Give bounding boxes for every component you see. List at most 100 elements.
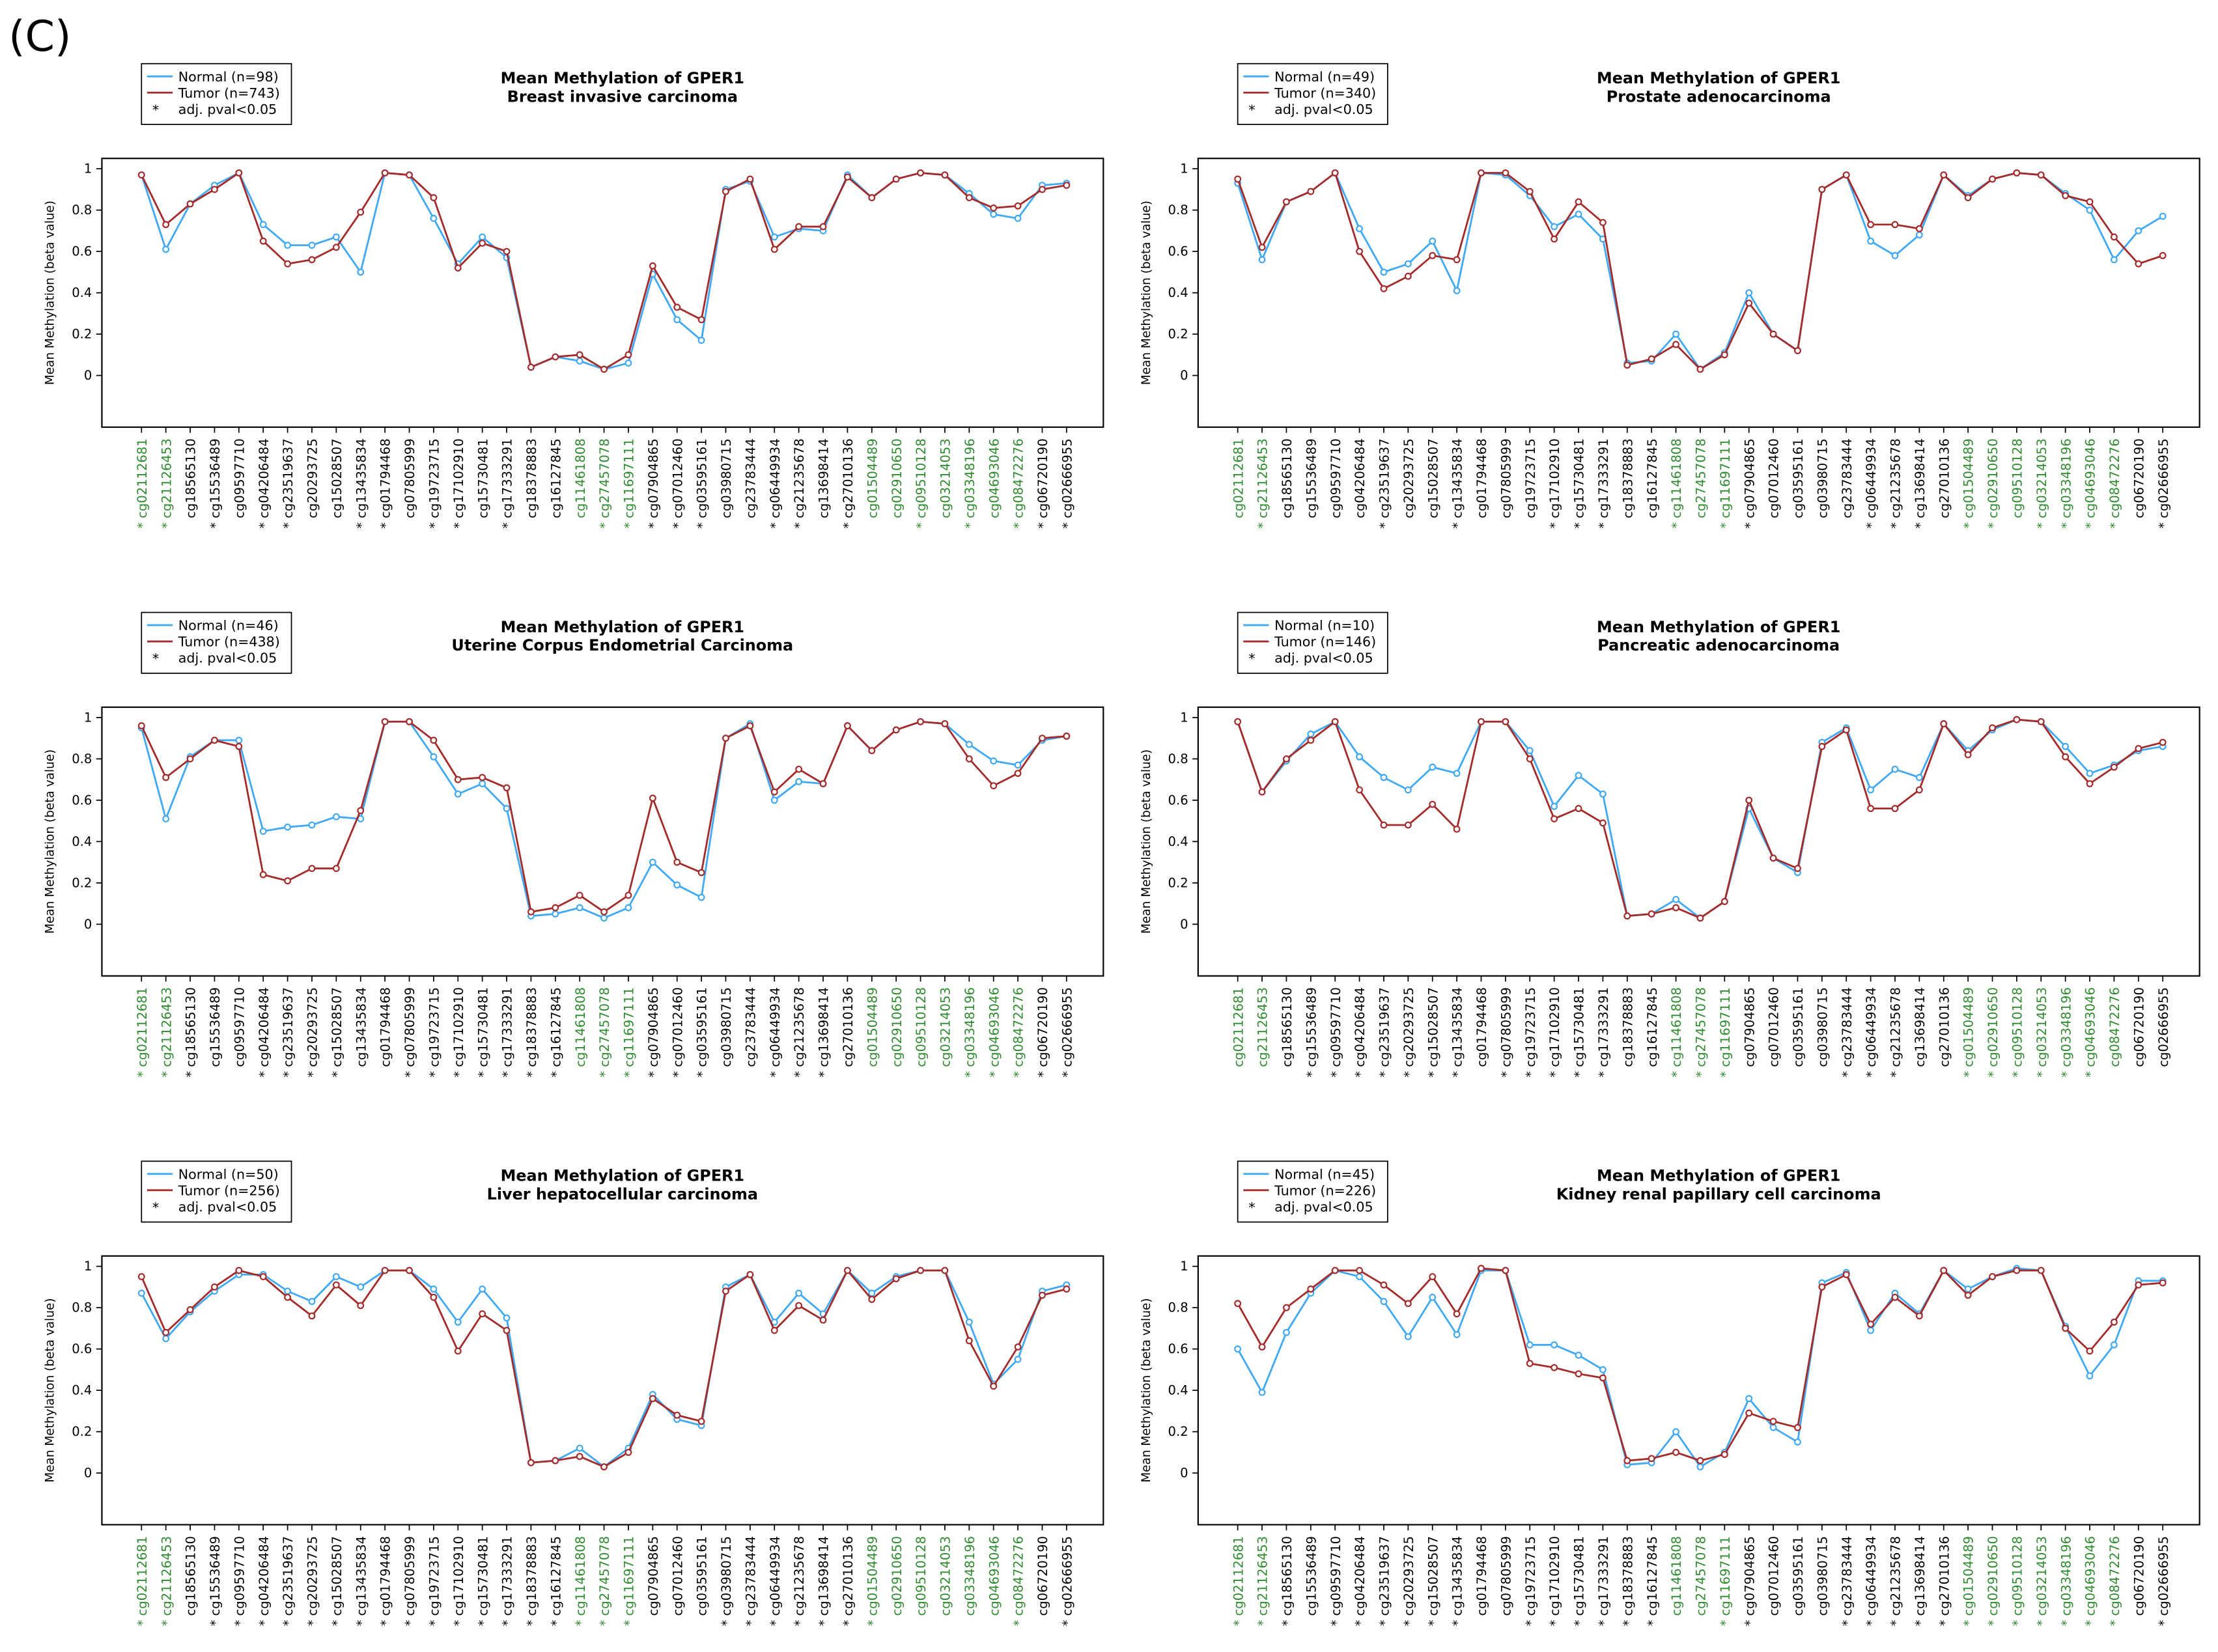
point <box>1014 1356 1022 1363</box>
x-tick-label: cg06720190 <box>2131 1536 2146 1616</box>
legend-label: Normal (n=98) <box>178 69 279 85</box>
point <box>1599 1365 1607 1373</box>
x-tick-label: * cg15536489 <box>208 1536 223 1627</box>
point <box>965 1318 973 1326</box>
x-tick-label: cg06720190 <box>2131 987 2146 1067</box>
point <box>1599 819 1607 827</box>
x-tick-label: cg18565130 <box>1280 987 1295 1067</box>
point <box>892 726 900 734</box>
x-tick-label: * cg21126453 <box>159 438 174 529</box>
point <box>235 736 243 744</box>
x-tick-label: * cg13698414 <box>817 987 832 1078</box>
point <box>770 233 778 241</box>
point <box>673 1411 681 1419</box>
x-tick-label: cg13435834 <box>354 987 369 1067</box>
x-tick-label: * cg03214053 <box>2034 438 2049 529</box>
x-tick-label: * cg06449934 <box>768 438 783 529</box>
point <box>1648 1455 1655 1463</box>
point <box>1769 1418 1777 1425</box>
point <box>357 807 365 815</box>
point <box>697 1418 705 1425</box>
point <box>673 858 681 866</box>
point <box>1575 1370 1582 1378</box>
x-tick-label: * cg04693046 <box>2083 987 2098 1078</box>
y-tick-label: 0.4 <box>72 285 92 300</box>
y-tick-label: 0 <box>84 917 92 932</box>
point <box>1551 223 1558 231</box>
x-tick-label: * cg06449934 <box>768 987 783 1078</box>
y-tick-label: 0.8 <box>72 1300 92 1315</box>
x-tick-label: * cg13435834 <box>354 1536 369 1627</box>
x-tick-label: * cg03980715 <box>719 1536 734 1627</box>
series-line <box>140 720 1067 919</box>
point <box>2013 169 2021 176</box>
series-line <box>141 1268 1067 1468</box>
point <box>1915 225 1923 232</box>
legend-box <box>1237 611 1388 674</box>
x-tick-label: cg01794468 <box>378 987 393 1067</box>
point <box>1380 1281 1388 1289</box>
x-tick-label: * cg17102910 <box>1547 1536 1562 1627</box>
x-tick-label: cg11461808 <box>573 438 588 518</box>
point <box>2111 763 2118 771</box>
x-tick-label: * cg20293725 <box>305 987 320 1078</box>
point <box>1014 214 1022 222</box>
point <box>1014 770 1022 777</box>
x-tick-label: * cg23783444 <box>1840 1536 1855 1627</box>
point <box>308 1312 316 1320</box>
point <box>1429 800 1437 808</box>
y-tick-label: 0.6 <box>1168 1341 1188 1356</box>
point <box>917 169 924 176</box>
point <box>527 363 535 371</box>
point <box>1356 786 1364 794</box>
point <box>552 1457 559 1464</box>
point <box>2111 256 2118 264</box>
legend-label: Normal (n=45) <box>1274 1166 1375 1182</box>
x-tick-label: * cg23519637 <box>1377 987 1392 1078</box>
point <box>868 1289 876 1297</box>
x-tick-label: cg18565130 <box>184 438 199 518</box>
point <box>1380 268 1388 276</box>
x-tick-label: * cg03595161 <box>695 987 710 1078</box>
point <box>625 359 632 367</box>
point <box>649 858 656 866</box>
point <box>332 244 340 251</box>
x-tick-label: cg18565130 <box>184 1536 199 1616</box>
legend-label: Tumor (n=226) <box>1274 1183 1376 1198</box>
y-axis-label: Mean Methylation (beta value) <box>1140 749 1153 934</box>
x-tick-label: cg09510128 <box>914 1536 929 1616</box>
x-tick-label: * cg09597710 <box>1328 987 1343 1078</box>
x-tick-label: * cg13435834 <box>1450 1536 1465 1627</box>
x-tick-label: * cg20293725 <box>305 1536 320 1627</box>
y-tick-label: 0.4 <box>72 834 92 849</box>
point <box>1551 1341 1558 1349</box>
x-tick-label: cg15028507 <box>330 438 344 518</box>
point <box>1404 1300 1412 1308</box>
point <box>1307 188 1315 195</box>
point <box>576 1453 583 1461</box>
point <box>2135 745 2142 752</box>
y-tick-label: 0.4 <box>72 1383 92 1398</box>
point <box>1356 225 1364 232</box>
point <box>1989 175 1996 183</box>
chart-title: Mean Methylation of GPER1 <box>1597 69 1840 87</box>
x-tick-label: * cg27457078 <box>597 987 612 1078</box>
point <box>1282 1328 1290 1336</box>
point <box>1526 755 1534 763</box>
point <box>284 260 292 268</box>
point <box>1258 1343 1266 1351</box>
point <box>1794 1423 1801 1431</box>
series-line <box>1237 1267 2163 1468</box>
point <box>770 245 778 253</box>
point <box>1599 219 1607 227</box>
point <box>673 881 681 889</box>
point <box>2135 260 2142 268</box>
x-tick-label: cg09597710 <box>1328 438 1343 518</box>
x-tick-label: cg09597710 <box>232 438 247 518</box>
plot-frame <box>1197 158 2200 428</box>
point <box>162 221 170 229</box>
x-tick-label: * cg17333291 <box>500 1536 515 1627</box>
point <box>892 1275 900 1283</box>
legend-label: adj. pval<0.05 <box>178 102 277 117</box>
x-tick-label: cg07805999 <box>402 438 417 518</box>
